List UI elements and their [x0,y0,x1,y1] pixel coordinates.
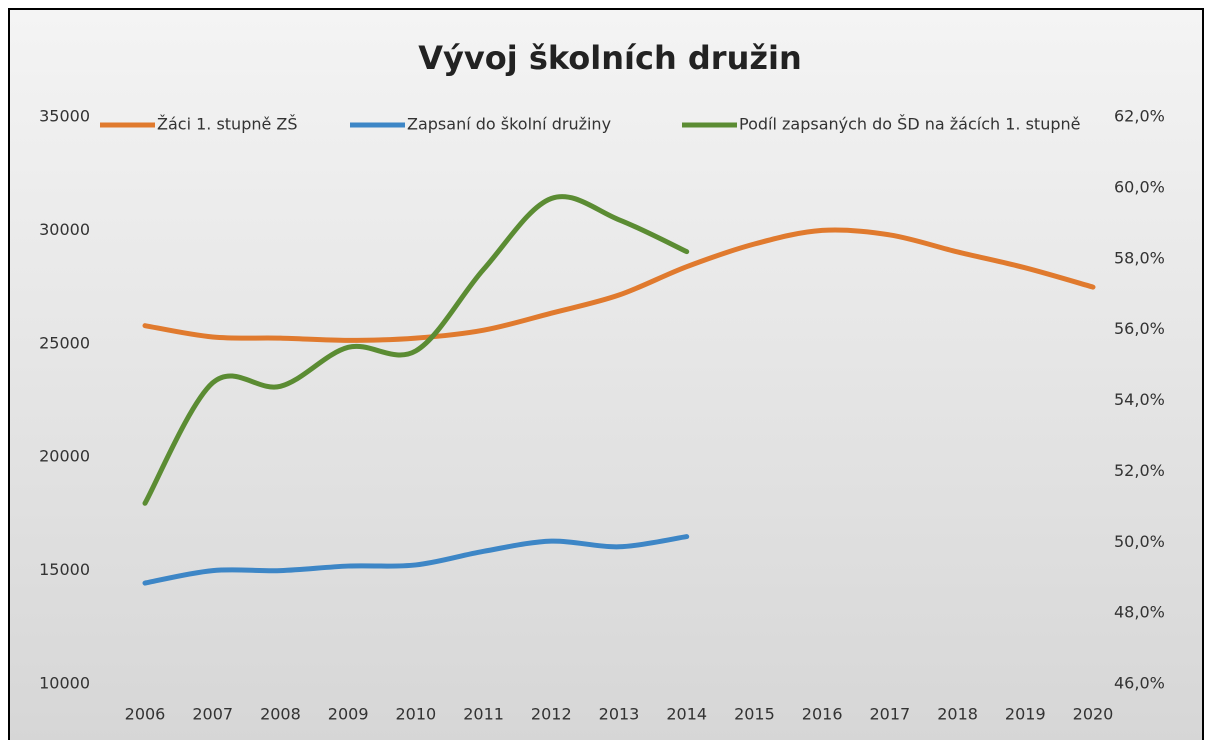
x-tick-label: 2008 [260,705,301,724]
y2-tick-label: 46,0% [1114,674,1165,693]
y-tick-label: 30000 [39,220,90,239]
x-tick-label: 2012 [531,705,572,724]
y2-tick-label: 62,0% [1114,107,1165,126]
y2-tick-label: 50,0% [1114,532,1165,551]
series-line [142,194,690,506]
x-tick-label: 2006 [125,705,166,724]
x-tick-label: 2010 [395,705,436,724]
y2-tick-label: 60,0% [1114,177,1165,196]
y-tick-label: 35000 [39,107,90,126]
x-tick-label: 2015 [734,705,775,724]
y-tick-label: 20000 [39,447,90,466]
x-tick-label: 2014 [666,705,707,724]
y-tick-label: 10000 [39,674,90,693]
legend-label: Žáci 1. stupně ZŠ [157,115,298,134]
y2-tick-label: 58,0% [1114,248,1165,267]
series-line [142,227,1096,343]
x-tick-label: 2019 [1005,705,1046,724]
legend-label: Podíl zapsaných do ŠD na žácích 1. stupn… [739,115,1080,134]
y-tick-label: 25000 [39,333,90,352]
x-tick-label: 2018 [937,705,978,724]
y-tick-label: 15000 [39,560,90,579]
legend-label: Zapsaní do školní družiny [407,115,611,134]
x-tick-label: 2007 [192,705,233,724]
y2-tick-label: 56,0% [1114,319,1165,338]
x-tick-label: 2020 [1073,705,1114,724]
x-tick-label: 2009 [328,705,369,724]
x-tick-label: 2013 [599,705,640,724]
y2-tick-label: 54,0% [1114,390,1165,409]
y2-tick-label: 48,0% [1114,603,1165,622]
chart-title: Vývoj školních družin [418,39,801,77]
x-tick-label: 2017 [869,705,910,724]
y2-tick-label: 52,0% [1114,461,1165,480]
x-tick-label: 2011 [463,705,504,724]
chart-frame [8,8,1204,744]
series-line [142,534,690,586]
x-tick-label: 2016 [802,705,843,724]
